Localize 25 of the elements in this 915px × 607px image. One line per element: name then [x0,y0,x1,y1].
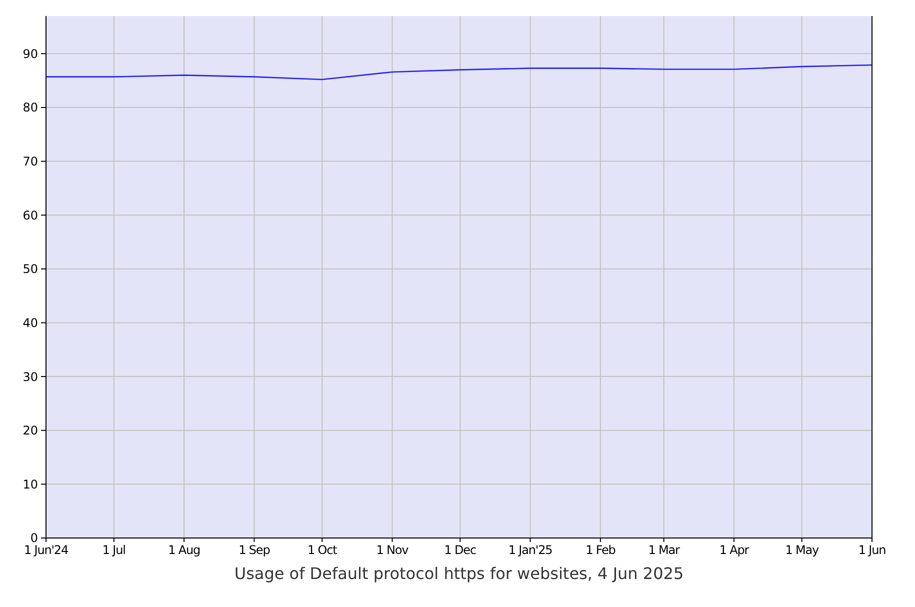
x-tick-label: 1 Jan'25 [508,543,552,557]
y-tick-label: 80 [22,100,38,115]
x-tick-label: 1 Mar [648,543,680,557]
y-tick-label: 40 [22,316,38,330]
x-tick-label: 1 Jun'24 [24,543,68,557]
x-tick-label: 1 Nov [376,543,409,557]
x-tick-label: 1 Apr [719,543,750,557]
y-tick-label: 20 [22,424,38,438]
x-tick-label: 1 Dec [444,543,476,557]
x-tick-label: 1 Feb [586,543,616,557]
x-tick-label: 1 Jun [858,543,886,557]
y-tick-label: 0 [30,531,38,546]
y-tick-label: 50 [22,262,38,276]
x-tick-label: 1 Aug [168,543,200,557]
y-tick-label: 60 [22,208,38,222]
x-tick-label: 1 Sep [238,543,270,557]
y-tick-label: 10 [22,477,38,492]
y-tick-label: 30 [22,370,38,384]
x-tick-label: 1 Jul [102,543,126,557]
line-series [45,64,873,80]
x-tick-label: 1 May [785,543,819,557]
y-tick-label: 70 [22,154,38,168]
y-tick-label: 90 [22,46,38,61]
x-tick-label: 1 Oct [307,543,338,557]
text: Usage of Default protocol https for websites, 4 Jun 2025 [234,564,684,583]
